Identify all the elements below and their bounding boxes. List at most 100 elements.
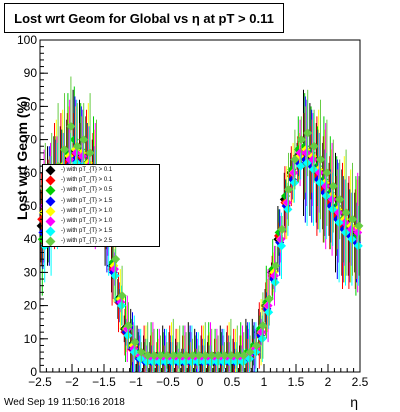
data-point <box>193 357 203 367</box>
data-point <box>322 168 332 178</box>
data-point <box>289 178 299 188</box>
data-point <box>181 357 190 367</box>
data-point <box>289 168 299 178</box>
y-tick-label: 80 <box>24 99 38 113</box>
data-point <box>314 168 324 178</box>
data-point <box>328 204 338 214</box>
data-point <box>155 357 165 367</box>
data-point <box>65 155 75 165</box>
data-point <box>353 241 363 251</box>
data-point <box>129 347 139 357</box>
data-point <box>130 337 140 347</box>
legend-entry: -) with pT_{T} > 0.1 <box>45 175 159 186</box>
y-axis-label-box: Lost wrt Geom (%) <box>6 96 30 220</box>
data-point <box>111 254 121 264</box>
chart-title-box: Lost wrt Geom for Global vs η at pT > 0.… <box>4 3 284 33</box>
data-point <box>220 350 229 360</box>
legend-label: -) with pT_{T} > 1.0 <box>61 207 113 214</box>
data-point <box>219 357 229 367</box>
data-point <box>226 350 236 360</box>
x-tick-label: −2.5 <box>28 375 52 389</box>
data-point <box>181 350 191 360</box>
data-point <box>347 234 357 244</box>
x-tick-label: 0 <box>197 375 204 389</box>
data-point <box>270 277 280 287</box>
y-tick-label: 30 <box>24 265 38 279</box>
data-point <box>188 350 197 360</box>
data-point <box>174 357 184 367</box>
data-point <box>308 155 318 165</box>
legend-entry: -) with pT_{T} > 0.1 <box>45 165 159 176</box>
data-point <box>238 357 248 367</box>
x-tick-label: 2.5 <box>352 375 369 389</box>
legend-marker <box>45 185 56 196</box>
x-tick-label: 2 <box>325 375 332 389</box>
legend-marker <box>45 175 56 186</box>
data-point <box>245 354 254 364</box>
data-point <box>334 218 344 228</box>
legend-entry: -) with pT_{T} > 2.5 <box>45 236 159 246</box>
legend-label: -) with pT_{T} > 1.5 <box>61 197 113 204</box>
legend-entry: -) with pT_{T} > 1.5 <box>45 196 159 207</box>
data-point <box>341 208 351 218</box>
data-point <box>162 350 172 360</box>
legend-marker <box>45 236 56 246</box>
data-point <box>124 321 133 331</box>
legend-marker <box>45 226 56 237</box>
legend-marker <box>45 206 56 217</box>
x-tick-label: 0.5 <box>224 375 241 389</box>
x-tick-label: −1.5 <box>92 375 116 389</box>
data-point <box>270 271 279 281</box>
data-point <box>245 347 255 357</box>
y-tick-label: 100 <box>17 33 37 47</box>
data-point <box>258 321 268 331</box>
data-point <box>321 181 331 191</box>
datestamp: Wed Sep 19 11:50:16 2018 <box>4 397 125 408</box>
x-tick-label: −0.5 <box>156 375 180 389</box>
legend-label: -) with pT_{T} > 0.1 <box>61 177 113 184</box>
data-point <box>341 228 350 238</box>
data-point <box>194 350 204 360</box>
legend-label: -) with pT_{T} > 1.5 <box>61 228 113 235</box>
data-point <box>353 228 363 238</box>
data-point <box>110 271 120 281</box>
data-point <box>252 340 261 350</box>
data-point <box>117 291 127 301</box>
y-tick-label: 20 <box>24 299 38 313</box>
legend-marker <box>45 196 56 207</box>
data-point <box>263 301 273 311</box>
data-point <box>335 194 345 204</box>
data-point <box>257 334 267 344</box>
x-tick-label: 1 <box>261 375 268 389</box>
data-point <box>207 350 217 360</box>
data-point <box>156 350 165 360</box>
data-point <box>110 264 119 274</box>
chart-title: Lost wrt Geom for Global vs η at pT > 0.… <box>14 11 274 26</box>
y-axis-label: Lost wrt Geom (%) <box>14 96 30 220</box>
legend-entry: -) with pT_{T} > 1.5 <box>45 226 159 237</box>
data-point <box>206 357 216 367</box>
data-point <box>200 357 210 367</box>
data-point <box>117 301 126 311</box>
data-point <box>340 218 350 228</box>
legend-marker <box>45 216 56 227</box>
y-tick-label: 50 <box>24 199 38 213</box>
data-point <box>168 357 178 367</box>
data-point <box>60 145 69 155</box>
x-tick-label: −1 <box>129 375 143 389</box>
data-point <box>142 357 152 367</box>
legend: -) with pT_{T} > 0.1 -) with pT_{T} > 0.1… <box>42 164 160 247</box>
x-tick-label: −2 <box>65 375 79 389</box>
data-point <box>303 128 313 138</box>
y-tick-label: 10 <box>24 332 38 346</box>
legend-entry: -) with pT_{T} > 1.0 <box>45 216 159 227</box>
data-point <box>149 350 159 360</box>
data-point <box>271 261 281 271</box>
data-point <box>232 357 242 367</box>
y-tick-label: 70 <box>24 133 38 147</box>
data-point <box>123 330 133 340</box>
data-point <box>328 181 338 191</box>
data-point <box>175 350 185 360</box>
legend-label: -) with pT_{T} > 0.5 <box>61 187 113 194</box>
y-tick-label: 60 <box>24 166 38 180</box>
